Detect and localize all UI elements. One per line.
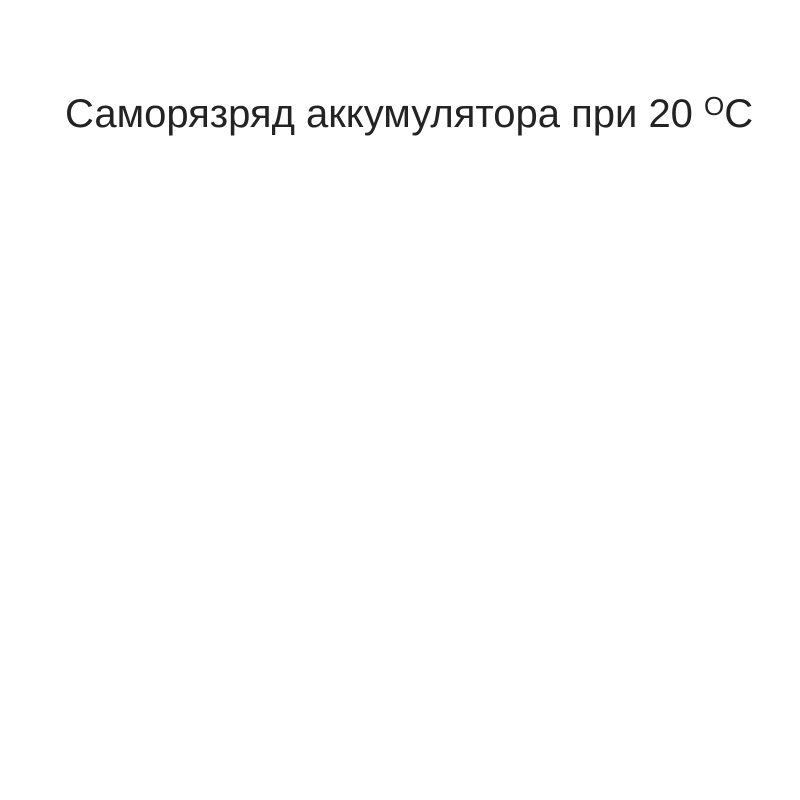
- svg-text:Саморязряд аккумулятора при 20: Саморязряд аккумулятора при 20 ОС: [65, 91, 753, 136]
